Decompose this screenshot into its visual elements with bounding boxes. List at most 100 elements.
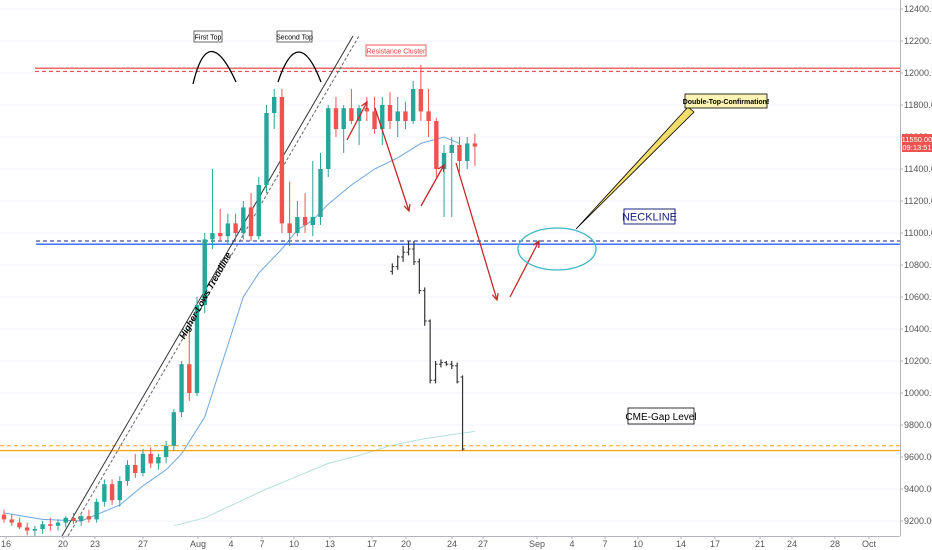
candle-body [326, 108, 331, 169]
candle [256, 177, 261, 240]
candle-body [272, 97, 277, 113]
annotations: First Top Second Top Resistance Cluster … [177, 30, 770, 425]
candle-body [17, 522, 22, 528]
projection-bars [390, 241, 465, 451]
candle-body [194, 305, 200, 393]
candle [264, 105, 269, 193]
first-top-arc [192, 51, 237, 85]
first-top-label-box [193, 30, 223, 43]
neckline-label: NECKLINE [622, 212, 677, 224]
x-tick-label: 13 [325, 539, 335, 549]
candle [79, 514, 84, 526]
candle-body [210, 233, 215, 240]
cme-gap-label: CME-Gap Level [625, 412, 696, 423]
candle [287, 181, 292, 246]
y-tick-label: 12400.00 [904, 4, 932, 14]
x-axis-panel [0, 536, 932, 550]
trendline-group [61, 35, 360, 537]
y-tick-label: 9200.00 [904, 516, 932, 526]
higher-lows-trendline-dashed [67, 35, 360, 537]
candle [333, 97, 339, 137]
projection-bar [422, 287, 427, 326]
candle [248, 193, 254, 241]
candle [472, 133, 478, 166]
double-top-ellipse [517, 227, 597, 271]
candle-body [156, 457, 161, 464]
candle-body [410, 89, 416, 121]
candle-body [133, 465, 138, 473]
candle-body [426, 111, 431, 121]
candle [302, 193, 308, 233]
candle-body [310, 217, 315, 225]
arrow-head [360, 100, 368, 110]
candle [441, 145, 447, 217]
y-tick-label: 10600.00 [904, 292, 932, 302]
candle-body [187, 364, 192, 393]
projection-bar [438, 359, 443, 368]
candle [94, 498, 99, 523]
candle [125, 460, 130, 486]
candle-body [63, 517, 68, 523]
candle [395, 97, 400, 137]
candle-body [48, 524, 53, 526]
candle-body [71, 517, 76, 521]
candle [48, 517, 53, 531]
candle-body [125, 465, 130, 481]
candle-body [55, 522, 61, 526]
projection-bar [460, 375, 465, 451]
x-tick-label: 10 [633, 539, 643, 549]
candle-body [287, 223, 292, 233]
arrow-shaft [455, 162, 498, 301]
y-tick-label: 10800.00 [904, 260, 932, 270]
x-tick-label: 23 [90, 539, 100, 549]
projection-arrows [346, 100, 540, 302]
x-tick-label: 16 [1, 539, 11, 549]
double-top-callout: Double-Top-Confirmation! [575, 93, 770, 230]
projection-bar [417, 258, 422, 294]
y-tick-label: 10200.00 [904, 356, 932, 366]
x-tick-label: 7 [259, 539, 264, 549]
candle-body [372, 111, 377, 129]
x-tick-label: 28 [830, 539, 840, 549]
candle [140, 449, 146, 477]
double-top-label: Double-Top-Confirmation! [683, 99, 770, 106]
projection-bar [395, 255, 400, 270]
candle-body [102, 484, 107, 502]
candle [202, 233, 207, 313]
candle [418, 65, 424, 121]
cme-gap-callout: CME-Gap Level [625, 407, 697, 425]
projection-bar [449, 361, 454, 369]
y-tick-label: 9800.00 [904, 420, 932, 430]
candle-body [333, 108, 339, 129]
second-top-label: Second Top [276, 35, 313, 42]
y-tick-label: 12000.00 [904, 68, 932, 78]
resistance-callout: Resistance Cluster [365, 44, 427, 57]
candle [465, 137, 470, 169]
x-tick-label: 21 [755, 539, 765, 549]
ma-slow-line [173, 430, 475, 527]
candle [372, 97, 377, 134]
candle-body [163, 445, 169, 457]
arrow-shaft [374, 107, 410, 212]
candle-body [233, 223, 238, 233]
second-top-callout: Second Top [276, 30, 322, 83]
candle-body [380, 105, 385, 129]
candle [426, 89, 431, 137]
candle [148, 447, 153, 469]
candle-body [295, 217, 300, 233]
candle-body [403, 111, 408, 121]
neckline-callout: NECKLINE [622, 208, 677, 225]
candle-body [395, 111, 400, 121]
y-tick-label: 10400.00 [904, 324, 932, 334]
projection-bar [390, 263, 395, 275]
x-tick-label: 4 [228, 539, 233, 549]
candle-body [349, 108, 354, 121]
y-tick-label: 11000.00 [904, 228, 932, 238]
candle-body [434, 121, 439, 169]
y-tick-label: 9400.00 [904, 484, 932, 494]
price-badge: 11550.00 09:13:51 [902, 134, 932, 152]
candle [434, 117, 439, 177]
candle-body [465, 143, 470, 161]
second-top-arc [277, 51, 322, 83]
